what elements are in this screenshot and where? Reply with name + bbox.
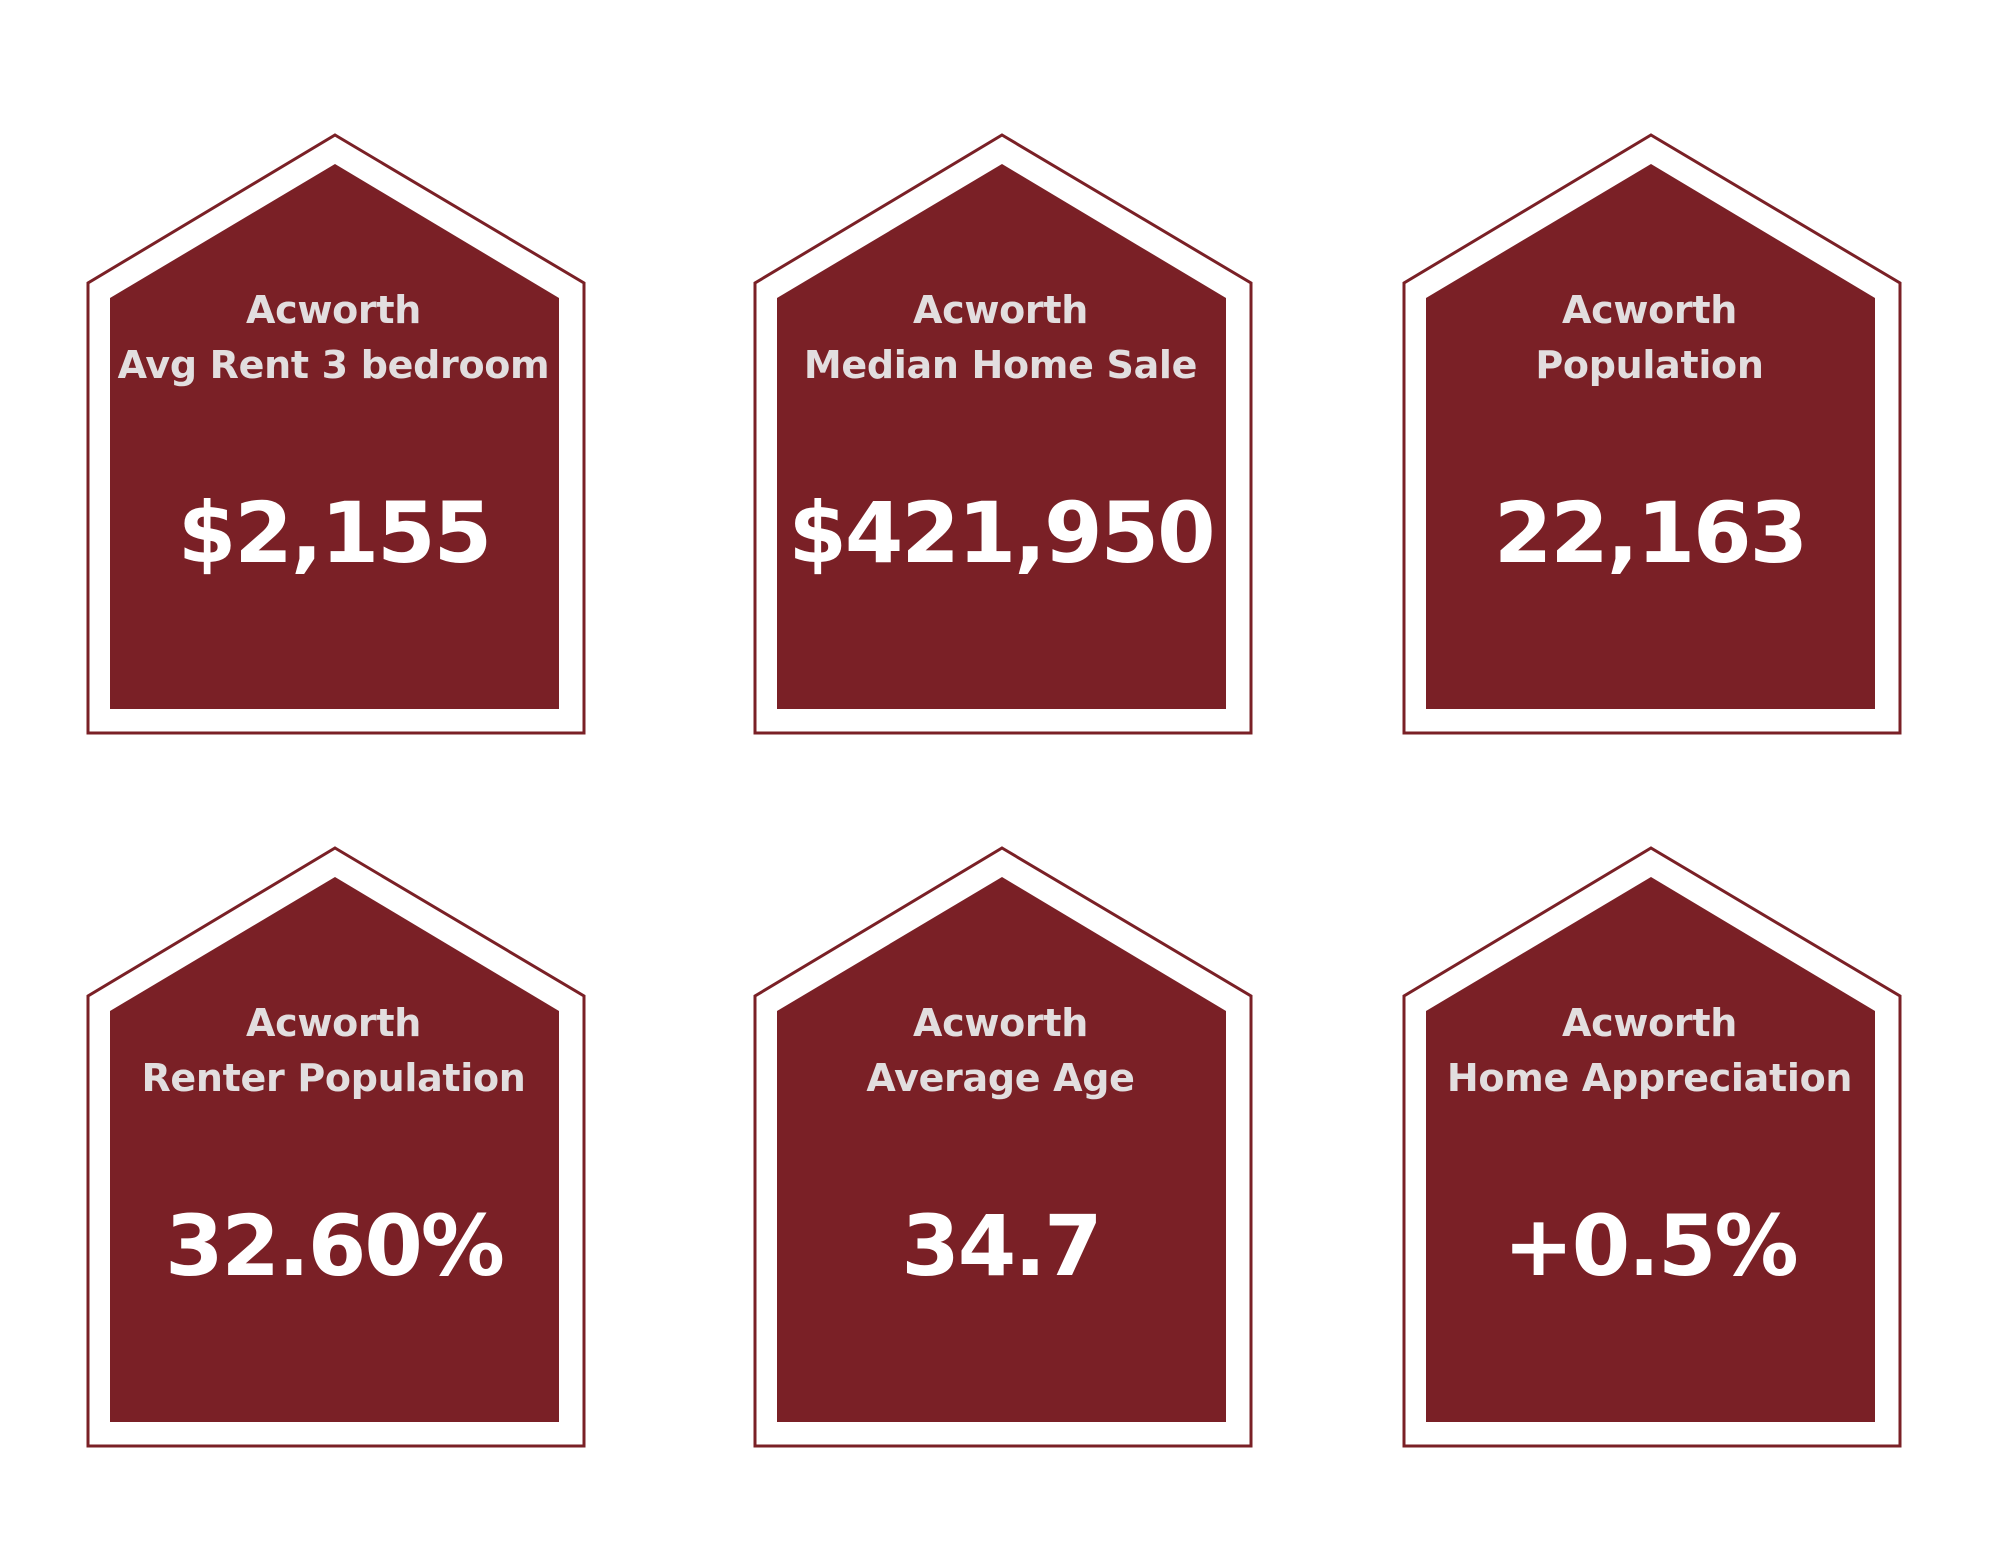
- card-title: Acworth Median Home Sale: [776, 283, 1225, 393]
- card-value: $2,155: [177, 484, 492, 582]
- stat-card-home-appreciation: Acworth Home Appreciation +0.5%: [1402, 846, 1902, 1448]
- stat-card-median-home-sale: Acworth Median Home Sale $421,950: [753, 133, 1253, 735]
- card-metric: Median Home Sale: [803, 343, 1198, 387]
- card-city: Acworth: [245, 1001, 421, 1045]
- house-shape-icon: [86, 133, 586, 735]
- card-metric: Home Appreciation: [1446, 1056, 1853, 1100]
- card-value: +0.5%: [1503, 1197, 1798, 1295]
- card-city: Acworth: [1561, 288, 1737, 332]
- stat-card-population: Acworth Population 22,163: [1402, 133, 1902, 735]
- card-value: 22,163: [1493, 484, 1808, 582]
- card-city: Acworth: [1561, 1001, 1737, 1045]
- card-title: Acworth Home Appreciation: [1425, 996, 1874, 1106]
- stat-card-average-age: Acworth Average Age 34.7: [753, 846, 1253, 1448]
- card-title: Acworth Renter Population: [109, 996, 558, 1106]
- house-shape-icon: [753, 133, 1253, 735]
- card-metric: Avg Rent 3 bedroom: [117, 343, 550, 387]
- house-shape-icon: [86, 846, 586, 1448]
- card-city: Acworth: [245, 288, 421, 332]
- card-metric: Average Age: [866, 1056, 1135, 1100]
- card-title: Acworth Avg Rent 3 bedroom: [109, 283, 558, 393]
- card-city: Acworth: [912, 288, 1088, 332]
- house-shape-icon: [753, 846, 1253, 1448]
- card-title: Acworth Population: [1425, 283, 1874, 393]
- house-shape-icon: [1402, 846, 1902, 1448]
- stat-card-avg-rent: Acworth Avg Rent 3 bedroom $2,155: [86, 133, 586, 735]
- card-city: Acworth: [912, 1001, 1088, 1045]
- card-metric: Renter Population: [141, 1056, 526, 1100]
- stat-card-renter-population: Acworth Renter Population 32.60%: [86, 846, 586, 1448]
- card-title: Acworth Average Age: [776, 996, 1225, 1106]
- card-metric: Population: [1535, 343, 1764, 387]
- card-value: 34.7: [901, 1197, 1102, 1295]
- card-value: 32.60%: [165, 1197, 505, 1295]
- house-shape-icon: [1402, 133, 1902, 735]
- card-value: $421,950: [788, 484, 1215, 582]
